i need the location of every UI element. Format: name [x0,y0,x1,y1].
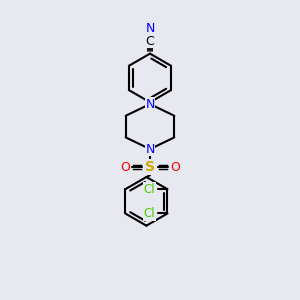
Text: C: C [146,34,154,47]
Text: N: N [145,98,155,111]
Text: N: N [145,142,155,156]
Text: O: O [170,160,180,174]
Text: N: N [145,22,155,35]
Text: Cl: Cl [144,207,155,220]
Text: O: O [120,160,130,174]
Text: Cl: Cl [144,183,155,196]
Text: S: S [145,160,155,174]
